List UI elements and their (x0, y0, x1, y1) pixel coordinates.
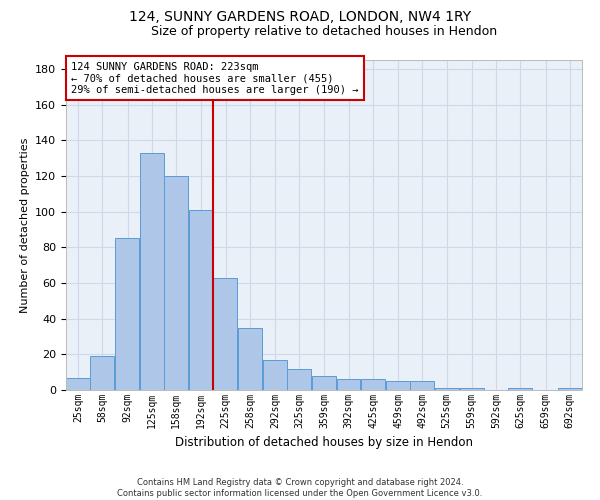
Bar (312, 376, 336, 390)
Bar (508, 388, 532, 390)
Text: 124, SUNNY GARDENS ROAD, LONDON, NW4 1RY: 124, SUNNY GARDENS ROAD, LONDON, NW4 1RY (129, 10, 471, 24)
Bar (66, 378, 90, 390)
Bar (214, 278, 238, 390)
Bar (140, 153, 164, 390)
Title: Size of property relative to detached houses in Hendon: Size of property relative to detached ho… (151, 25, 497, 38)
Bar (361, 380, 385, 390)
Bar (91, 356, 114, 390)
Text: Contains HM Land Registry data © Crown copyright and database right 2024.
Contai: Contains HM Land Registry data © Crown c… (118, 478, 482, 498)
Bar (263, 360, 287, 390)
Bar (410, 381, 434, 390)
Bar (164, 176, 188, 390)
Bar (557, 388, 581, 390)
Bar (115, 238, 139, 390)
X-axis label: Distribution of detached houses by size in Hendon: Distribution of detached houses by size … (175, 436, 473, 450)
Y-axis label: Number of detached properties: Number of detached properties (20, 138, 29, 312)
Bar (287, 368, 311, 390)
Text: 124 SUNNY GARDENS ROAD: 223sqm
← 70% of detached houses are smaller (455)
29% of: 124 SUNNY GARDENS ROAD: 223sqm ← 70% of … (71, 62, 359, 95)
Bar (238, 328, 262, 390)
Bar (434, 388, 458, 390)
Bar (189, 210, 213, 390)
Bar (460, 388, 484, 390)
Bar (386, 381, 410, 390)
Bar (337, 380, 361, 390)
